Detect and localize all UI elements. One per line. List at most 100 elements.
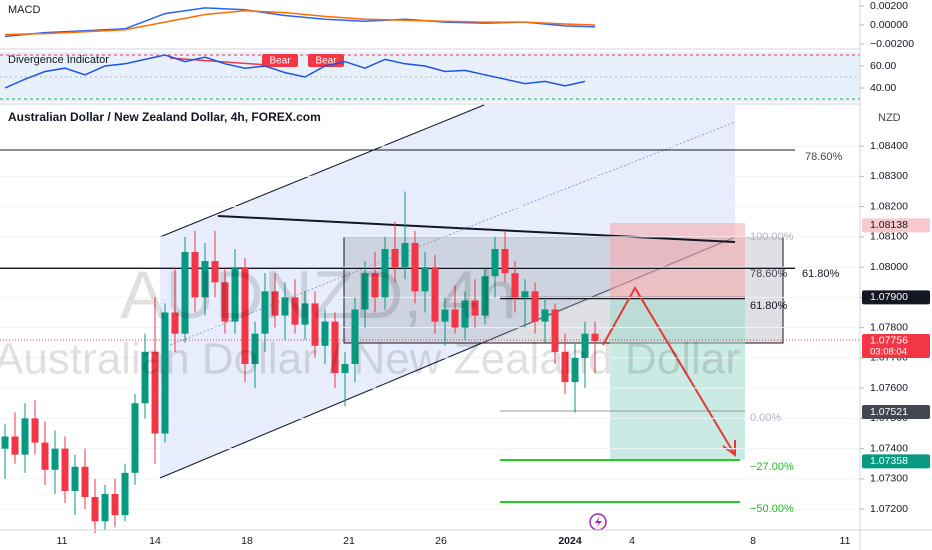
channel-fill — [160, 105, 735, 478]
x-tick-label: 21 — [343, 535, 355, 547]
candle-body — [321, 321, 329, 346]
event-icon-bolt — [595, 516, 602, 528]
y-tick-label: 1.07300 — [870, 473, 908, 485]
y-tick-label: 1.08300 — [870, 170, 908, 182]
candle-body — [541, 309, 549, 322]
y-tick-label: 1.08200 — [870, 200, 908, 212]
y-tick-label: 0.00200 — [870, 0, 908, 12]
price-badge-label: 1.07358 — [870, 455, 908, 467]
bear-label: Bear — [315, 56, 337, 67]
candle-body — [531, 291, 539, 322]
candle-body — [31, 418, 39, 443]
candle-body — [341, 363, 349, 374]
candle-body — [451, 309, 459, 328]
candle-body — [101, 494, 109, 522]
candle-body — [371, 273, 379, 298]
projection-arrow — [602, 286, 736, 456]
panel-title: MACD — [8, 4, 40, 16]
candle-body — [221, 282, 229, 322]
x-tick-label: 26 — [435, 535, 447, 547]
y-tick-label: 1.07200 — [870, 503, 908, 515]
price-badge-label: 1.07900 — [870, 291, 908, 303]
candle-body — [41, 442, 49, 470]
x-tick-label: 11 — [840, 535, 851, 547]
y-tick-label: 1.07600 — [870, 382, 908, 394]
y-tick-label: 1.08400 — [870, 140, 908, 152]
candle-body — [201, 261, 209, 298]
y-tick-label: 1.07800 — [870, 321, 908, 333]
y-tick-label: 1.08100 — [870, 231, 908, 243]
x-tick-label: 14 — [149, 535, 161, 547]
candle-body — [481, 276, 489, 316]
candle-body — [291, 297, 299, 325]
candle-body — [191, 252, 199, 298]
candle-body — [1, 436, 9, 449]
candle-body — [261, 291, 269, 334]
channel-upper — [159, 104, 485, 238]
candle-body — [131, 403, 139, 473]
candle-body — [401, 242, 409, 268]
watermark: Australian Dollar / New Zealand Dollar — [0, 335, 740, 384]
x-tick-label: 18 — [241, 535, 253, 547]
candle-body — [51, 448, 59, 470]
price-badge — [862, 290, 930, 305]
panel-title: Divergence Indicator — [8, 54, 109, 66]
countdown: 03:08:04 — [870, 346, 907, 357]
candle-body — [211, 261, 219, 283]
candle-body — [81, 466, 89, 498]
candle-body — [361, 273, 369, 310]
fib-label: −27.00% — [750, 461, 794, 473]
fib-label: 100.00% — [750, 231, 794, 243]
y-tick-label: 1.07400 — [870, 442, 908, 454]
candle-body — [511, 273, 519, 298]
candle-body — [571, 357, 579, 383]
price-badge-label: 1.08138 — [870, 219, 908, 231]
price-badge — [862, 333, 930, 358]
x-tick-label: 4 — [629, 535, 635, 547]
candle-body — [181, 252, 189, 334]
candle-body — [501, 248, 509, 274]
fib-label: 61.80% — [750, 300, 788, 312]
wedge-line — [217, 215, 736, 243]
price-badge-label: 1.07756 — [870, 335, 908, 347]
series-line — [4, 54, 586, 89]
candle-body — [431, 267, 439, 322]
candle-body — [411, 242, 419, 292]
x-tick-label: 8 — [750, 535, 756, 547]
candle-body — [461, 300, 469, 328]
series-line — [4, 9, 596, 36]
candle-body — [591, 333, 599, 341]
candle-body — [471, 300, 479, 316]
candle-body — [21, 418, 29, 455]
candle-body — [421, 267, 429, 292]
y-tick-label: −0.00200 — [870, 38, 914, 50]
candle-body — [111, 494, 119, 516]
y-tick-label: 0.00000 — [870, 19, 908, 31]
currency-label: NZD — [878, 112, 901, 124]
candle-body — [171, 312, 179, 334]
x-tick-label: 2024 — [558, 535, 582, 547]
candle-body — [311, 303, 319, 346]
candle-body — [381, 248, 389, 298]
price-badge — [862, 454, 930, 469]
candle-body — [581, 333, 589, 358]
fib-label: 78.60% — [750, 268, 788, 280]
candle-body — [301, 303, 309, 325]
candle-body — [441, 309, 449, 322]
bear-tag — [262, 54, 298, 67]
candle-body — [151, 351, 159, 434]
candle-body — [11, 436, 19, 455]
candle-body — [331, 321, 339, 374]
fib-label: 0.00% — [750, 412, 781, 424]
price-badge-label: 1.07521 — [870, 406, 908, 418]
candle-body — [271, 291, 279, 316]
candle-body — [491, 248, 499, 277]
fib-label: −50.00% — [750, 503, 794, 515]
candle-body — [251, 333, 259, 364]
candle-body — [281, 297, 289, 316]
candle-body — [161, 312, 169, 434]
fib-label: 61.80% — [802, 268, 840, 280]
candle-body — [121, 472, 129, 516]
candle-body — [91, 497, 99, 522]
